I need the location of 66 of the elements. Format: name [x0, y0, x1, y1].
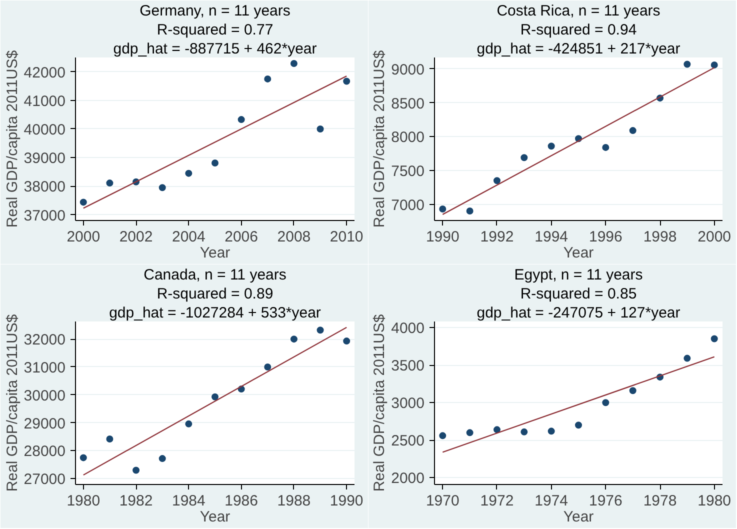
x-tick-label: 1972 [480, 492, 514, 510]
x-tick-label: 1986 [224, 492, 258, 510]
y-tick-label: 2000 [391, 470, 425, 488]
x-tick-label: 1984 [172, 492, 206, 510]
x-tick-label: 1974 [534, 492, 568, 510]
y-tick-label: 8000 [391, 129, 425, 146]
annotation: gdp_hat = -887715 + 462*year [113, 40, 317, 58]
text: R-squared = 0.94 [520, 22, 637, 38]
y-axis-title: Real GDP/capita 2011US$ [371, 314, 388, 492]
y-tick-label: 39000 [24, 150, 66, 168]
y-tick-label: 27000 [24, 471, 66, 488]
chart-title: Costa Rica, n = 11 years [496, 2, 660, 20]
chart-title: Egypt, n = 11 years [514, 266, 643, 284]
x-tick-label: 2008 [277, 228, 311, 246]
x-tick-label: 1988 [277, 492, 311, 510]
y-tick-label: 42000 [24, 64, 66, 82]
y-tick-label: 9000 [391, 62, 425, 78]
text: R-squared = 0.85 [520, 286, 637, 302]
x-tick-label: 2000 [66, 228, 100, 246]
y-axis-title: Real GDP/capita 2011US$ [4, 50, 21, 228]
x-axis-title: Year [563, 244, 594, 262]
y-tick-label: 3000 [391, 395, 425, 412]
text: R-squared = 0.89 [156, 286, 274, 302]
y-tick-label: 28000 [24, 443, 66, 460]
text: R-squared = 0.77 [156, 22, 274, 38]
x-tick-label: 2006 [224, 228, 258, 246]
y-tick-label: 8500 [391, 95, 425, 112]
x-tick-label: 1982 [119, 492, 153, 510]
y-axis-title: Real GDP/capita 2011US$ [4, 314, 21, 492]
x-tick-label: 2000 [698, 228, 732, 246]
x-tick-label: 1980 [66, 492, 100, 510]
y-tick-label: 32000 [24, 332, 66, 349]
x-tick-label: 1980 [698, 492, 732, 510]
x-axis-title: Year [200, 508, 230, 526]
y-tick-label: 31000 [24, 359, 66, 376]
x-axis-title: Year [563, 508, 594, 526]
x-tick-label: 1970 [426, 492, 460, 510]
y-tick-label: 37000 [24, 207, 66, 224]
y-tick-label: 29000 [24, 415, 66, 432]
y-axis-title: Real GDP/capita 2011US$ [371, 50, 388, 228]
chart-title: Germany, n = 11 years [140, 2, 290, 20]
y-tick-label: 4000 [391, 320, 425, 338]
x-tick-label: 1990 [330, 492, 364, 510]
x-tick-label: 1994 [534, 228, 568, 246]
annotation: gdp_hat = -1027284 + 533*year [109, 304, 321, 322]
annotation: gdp_hat = -247075 + 127*year [476, 304, 680, 322]
x-tick-label: 2004 [172, 228, 206, 246]
x-tick-label: 1990 [426, 228, 460, 246]
y-tick-label: 30000 [24, 387, 66, 404]
x-tick-label: 1976 [588, 492, 622, 510]
y-tick-label: 41000 [24, 92, 66, 110]
y-tick-label: 40000 [24, 121, 66, 138]
x-tick-label: 2010 [330, 228, 364, 246]
x-tick-label: 1996 [588, 228, 622, 246]
x-axis-title: Year [200, 244, 230, 262]
y-tick-label: 2500 [391, 432, 425, 450]
y-tick-label: 38000 [24, 178, 66, 196]
chart-title: Canada, n = 11 years [144, 266, 286, 284]
annotation: gdp_hat = -424851 + 217*year [476, 40, 680, 58]
x-tick-label: 1992 [480, 228, 514, 246]
y-tick-label: 7000 [391, 196, 425, 214]
x-tick-label: 2002 [119, 228, 153, 246]
x-tick-label: 1998 [643, 228, 677, 246]
y-tick-label: 7500 [391, 162, 425, 180]
y-tick-label: 3500 [391, 358, 425, 375]
x-tick-label: 1978 [643, 492, 677, 510]
